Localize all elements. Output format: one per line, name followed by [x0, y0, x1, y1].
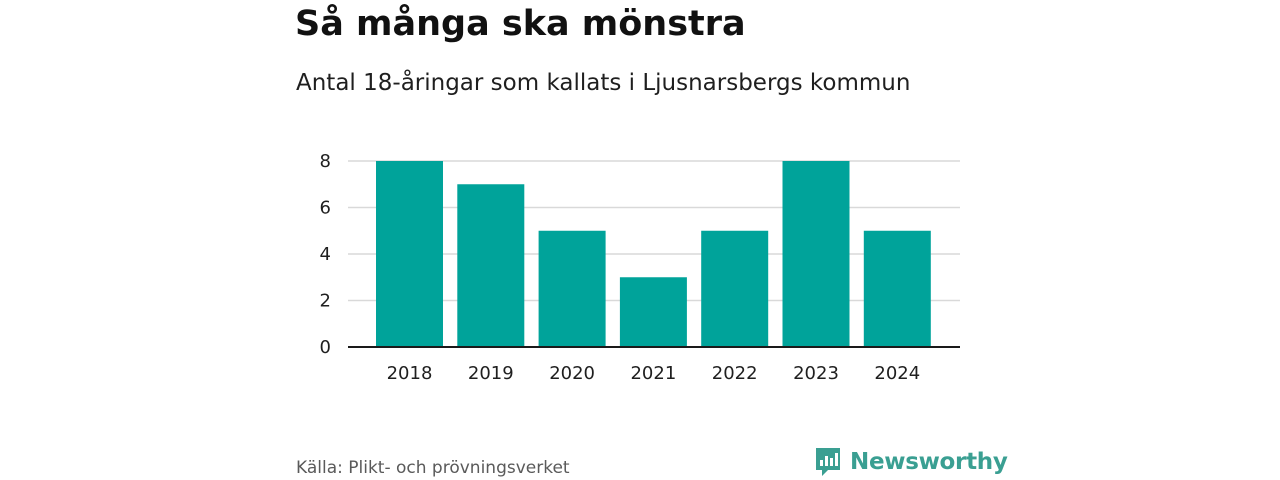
y-tick-label: 4 [320, 244, 331, 265]
bar-2020 [538, 230, 606, 347]
source-note: Källa: Plikt- och prövningsverket [296, 458, 570, 478]
y-tick-label: 0 [320, 337, 331, 358]
bar-2018 [376, 161, 443, 347]
bar-2024 [863, 230, 931, 347]
y-tick-label: 6 [320, 198, 331, 219]
bar-chart-logo-icon [816, 448, 840, 476]
x-tick-label: 2021 [630, 363, 676, 384]
brand-name: Newsworthy [850, 449, 1008, 475]
x-tick-label: 2024 [874, 363, 920, 384]
x-tick-label: 2020 [549, 363, 595, 384]
bar-2023 [782, 161, 850, 347]
y-tick-label: 8 [320, 151, 331, 172]
bar-2021 [619, 277, 687, 347]
chart-title: Så många ska mönstra [295, 4, 746, 44]
x-tick-label: 2023 [793, 363, 839, 384]
bar-2019 [457, 184, 525, 347]
x-tick-label: 2022 [712, 363, 758, 384]
bar-2022 [701, 230, 769, 347]
brand-logo: Newsworthy [814, 446, 1008, 478]
y-axis-ticks: 0 2 4 6 8 [320, 151, 331, 358]
y-tick-label: 2 [320, 291, 331, 312]
x-tick-label: 2018 [387, 363, 433, 384]
x-axis-ticks: 2018 2019 2020 2021 2022 2023 2024 [387, 363, 921, 384]
x-tick-label: 2019 [468, 363, 514, 384]
bars [376, 161, 931, 347]
chart-subtitle: Antal 18-åringar som kallats i Ljusnarsb… [296, 70, 911, 96]
